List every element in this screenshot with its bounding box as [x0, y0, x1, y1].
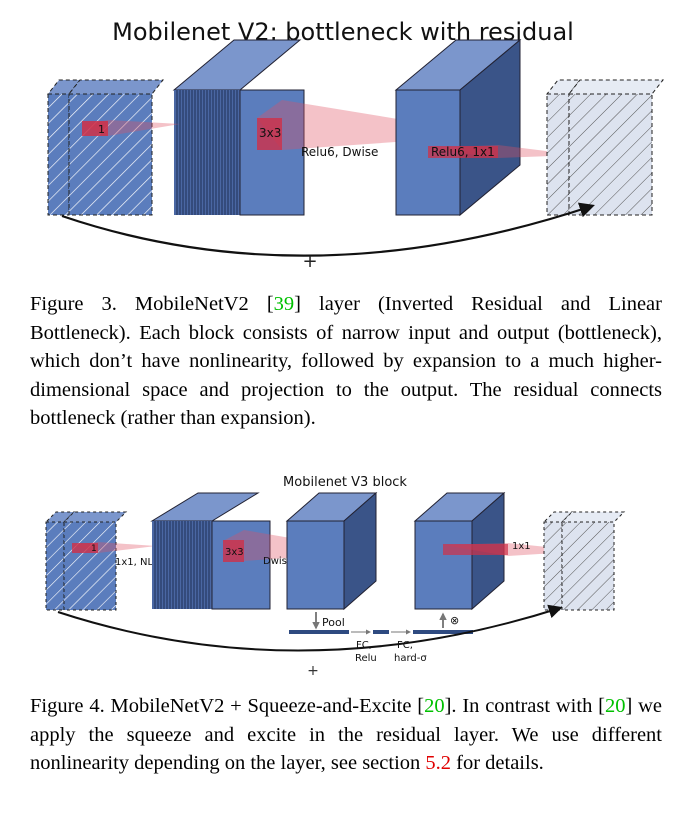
fc1-vector — [373, 630, 389, 634]
fc1-label: FC, — [356, 640, 372, 651]
dwise-label: Relu6, Dwise — [301, 145, 378, 159]
citation-link[interactable]: 20 — [424, 695, 445, 717]
expansion-block — [172, 39, 305, 216]
expansion-block — [150, 492, 271, 610]
caption-text: ]. In contrast with [ — [444, 695, 605, 717]
expand-label: 1x1, NL — [115, 557, 153, 568]
pooled-vector — [289, 630, 349, 634]
figure-3-caption: Figure 3. MobileNetV2 [39] layer (Invert… — [30, 290, 662, 433]
caption-text: Figure 3. MobileNetV2 [ — [30, 293, 274, 315]
figure-4-title: Mobilenet V3 block — [283, 475, 407, 490]
residual-connection-arrow — [57, 604, 563, 652]
caption-text: ] layer (Inverted Residual and Linear Bo… — [30, 293, 662, 429]
dwise-kernel-label: 3x3 — [225, 547, 244, 558]
output-bottleneck-block — [542, 511, 626, 611]
fc2-vector — [413, 630, 473, 634]
expand-kernel-label: 1 — [98, 123, 105, 136]
output-bottleneck-block — [545, 79, 665, 216]
expand-kernel-highlight — [72, 543, 98, 553]
projection-block — [413, 491, 506, 611]
pool-label: Pool — [322, 616, 345, 629]
caption-text: ] we apply the squeeze and excite in the… — [30, 695, 662, 774]
dwise-kernel-highlight — [257, 118, 282, 150]
citation-link[interactable]: 39 — [273, 293, 295, 315]
caption-text: for details. — [451, 752, 544, 774]
figure-4-diagram: Mobilenet V3 block 1 1x1, NL 3x3 Dwise, … — [44, 475, 626, 679]
caption-text: Figure 4. MobileNetV2 + Squeeze-and-Exci… — [30, 695, 425, 717]
expand-kernel-label: 1 — [91, 544, 97, 554]
dwise-kernel-highlight — [223, 540, 244, 562]
input-bottleneck-block — [44, 511, 128, 611]
input-bottleneck-block — [46, 79, 165, 216]
residual-connection-arrow — [61, 202, 595, 257]
figure-3-diagram: Mobilenet V2: bottleneck with residual — [46, 18, 665, 272]
dwise-kernel-label: 3x3 — [259, 126, 281, 140]
section-link[interactable]: 5.2 — [425, 752, 452, 774]
project-kernel-highlight — [443, 544, 508, 555]
dwise-output-block — [285, 491, 378, 611]
project-label: 1x1 — [512, 541, 531, 552]
fc1-activation-label: Relu — [355, 653, 377, 664]
residual-add-label: + — [302, 251, 317, 272]
project-kernel-highlight — [428, 146, 498, 158]
projection-block — [394, 38, 522, 217]
residual-add-label: + — [307, 663, 319, 679]
project-label: Relu6, 1x1 — [431, 145, 495, 159]
fc2-label: FC, — [397, 640, 413, 651]
figure-4-caption: Figure 4. MobileNetV2 + Squeeze-and-Exci… — [30, 692, 662, 778]
multiply-label: ⊗ — [450, 614, 459, 627]
citation-link[interactable]: 20 — [604, 695, 626, 717]
fc2-activation-label: hard-σ — [394, 653, 427, 664]
expand-kernel-highlight — [82, 121, 108, 136]
